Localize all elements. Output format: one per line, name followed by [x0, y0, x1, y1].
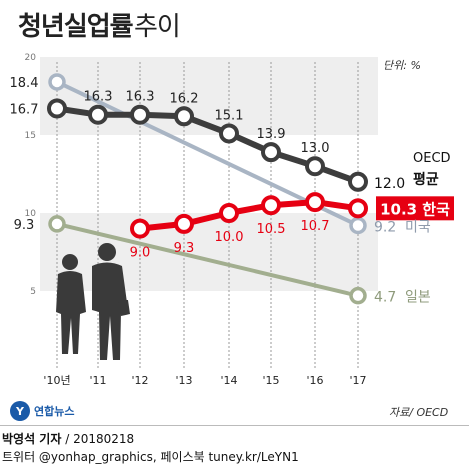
data-label: 16.7 [10, 102, 39, 117]
data-label: 18.4 [10, 76, 39, 91]
x-tick-label: '15 [262, 374, 279, 387]
data-point [261, 195, 281, 216]
y-tick-label: 10 [25, 209, 37, 219]
people-silhouette-icon [56, 243, 130, 360]
data-point [305, 192, 325, 213]
y-tick-label: 20 [25, 53, 37, 63]
data-label: 9.3 [14, 218, 35, 233]
x-tick-label: '14 [220, 374, 237, 387]
x-tick-label: '13 [175, 374, 192, 387]
data-point [47, 98, 67, 119]
data-point [48, 215, 66, 233]
x-tick-label: '11 [89, 374, 106, 387]
data-label: 10.5 [257, 222, 286, 237]
data-point [130, 218, 150, 239]
footer-divider [0, 425, 469, 426]
data-point [261, 142, 281, 163]
data-point [174, 106, 194, 127]
usa-end-value: 9.2 [374, 219, 396, 235]
oecd-end-name-2: 평균 [413, 171, 439, 188]
data-label: 16.2 [170, 91, 199, 106]
x-tick-label: '16 [306, 374, 323, 387]
data-point [348, 171, 368, 192]
data-point [349, 286, 367, 305]
chart-title: 청년실업률 [18, 12, 134, 42]
logo-text: 연합뉴스 [34, 405, 75, 418]
data-point [348, 198, 368, 219]
data-label: 13.9 [257, 127, 286, 142]
y-tick-label: 5 [30, 287, 36, 297]
x-tick-label: '17 [349, 374, 366, 387]
unit-label: 단위: % [383, 59, 421, 72]
series-line [55, 221, 360, 298]
data-label: 16.3 [84, 90, 113, 105]
source-label: 자료/ OECD [389, 406, 449, 419]
oecd-end-name: OECD [413, 151, 451, 166]
yonhap-logo-icon: Y [10, 401, 30, 421]
data-label: 10.0 [215, 230, 244, 245]
data-label: 16.3 [126, 90, 155, 105]
usa-end-name: 미국 [405, 219, 431, 235]
data-label: 10.7 [301, 219, 330, 234]
date: / 20180218 [65, 432, 135, 446]
y-tick-label: 15 [25, 131, 36, 141]
korea-end-badge [376, 196, 454, 221]
author: 박영석 기자 [2, 432, 62, 446]
byline: 박영석 기자 / 20180218 [2, 430, 134, 447]
chart-subtitle: 추이 [134, 12, 181, 42]
data-point [48, 73, 66, 91]
x-tick-label: '10년 [43, 374, 70, 387]
data-label: 13.0 [301, 141, 330, 156]
oecd-end-value: 12.0 [374, 176, 405, 192]
data-point [174, 213, 194, 234]
data-point [130, 104, 150, 125]
korea-end-label: 10.3 한국 [380, 200, 450, 218]
japan-end-name: 일본 [405, 290, 431, 306]
data-point [219, 203, 239, 223]
data-label: 9.3 [174, 241, 195, 256]
data-point [88, 104, 108, 125]
data-label: 15.1 [215, 108, 244, 123]
social-credit: 트위터 @yonhap_graphics, 페이스북 tuney.kr/LeYN… [2, 450, 299, 464]
japan-end-value: 4.7 [374, 290, 396, 306]
x-tick-label: '12 [131, 374, 148, 387]
data-point [349, 216, 367, 235]
yonhap-logo: Y 연합뉴스 [10, 400, 74, 422]
data-point [305, 156, 325, 177]
data-point [219, 123, 239, 144]
data-label: 9.0 [130, 246, 151, 261]
